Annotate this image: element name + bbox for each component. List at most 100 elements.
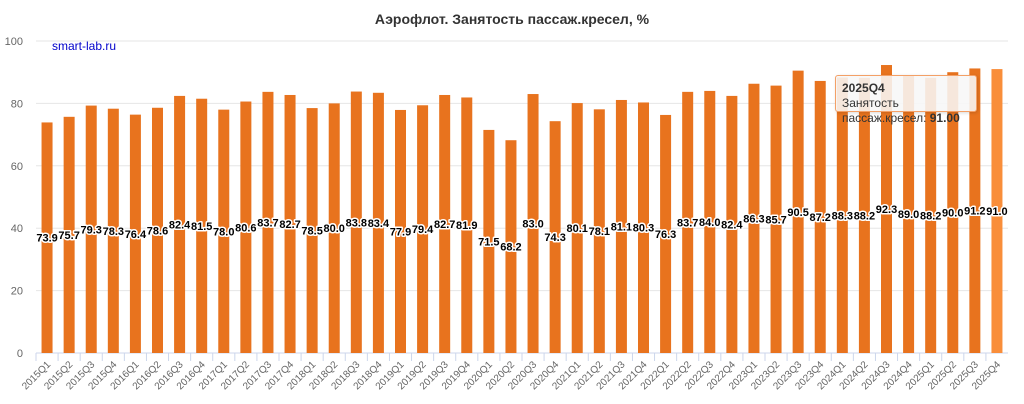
- bar[interactable]: [63, 116, 75, 353]
- data-label: 80.6: [235, 222, 256, 234]
- data-label: 81.1: [611, 221, 632, 233]
- bar[interactable]: [218, 109, 230, 353]
- bar[interactable]: [417, 105, 429, 353]
- tooltip-category: 2025Q4: [842, 81, 885, 95]
- data-label: 82.7: [279, 219, 300, 231]
- bar[interactable]: [549, 121, 561, 354]
- data-label: 79.3: [81, 224, 102, 236]
- data-label: 84.0: [699, 217, 720, 229]
- data-label: 91.2: [964, 206, 985, 218]
- data-label: 83.7: [257, 217, 278, 229]
- data-label: 90.5: [787, 207, 808, 219]
- data-label: 86.3: [743, 213, 764, 225]
- bar[interactable]: [836, 77, 848, 353]
- bar[interactable]: [814, 80, 826, 353]
- data-label: 77.9: [390, 226, 411, 238]
- bar[interactable]: [991, 69, 1003, 353]
- data-label: 88.2: [920, 210, 941, 222]
- bar[interactable]: [881, 65, 892, 354]
- bar[interactable]: [284, 94, 296, 353]
- data-label: 82.7: [434, 219, 455, 231]
- bar[interactable]: [152, 107, 163, 353]
- y-tick-label: 40: [11, 223, 23, 235]
- data-label: 76.4: [125, 229, 147, 241]
- data-label: 82.4: [169, 219, 191, 231]
- data-label: 80.0: [324, 223, 345, 235]
- bar[interactable]: [704, 90, 716, 354]
- data-label: 83.0: [522, 219, 543, 231]
- bar[interactable]: [129, 114, 141, 354]
- bar[interactable]: [925, 77, 937, 353]
- bar[interactable]: [682, 91, 694, 353]
- data-label: 81.5: [191, 221, 212, 233]
- tooltip-label: Занятость пассаж.кресел:: [842, 96, 930, 125]
- bar[interactable]: [372, 92, 384, 354]
- data-label: 78.6: [147, 225, 168, 237]
- data-label: 87.2: [810, 212, 831, 224]
- data-label: 78.5: [301, 226, 322, 238]
- data-label: 92.3: [876, 204, 897, 216]
- y-tick-label: 60: [11, 161, 23, 173]
- bar[interactable]: [196, 98, 208, 353]
- data-label: 81.9: [456, 220, 477, 232]
- y-tick-label: 20: [11, 286, 23, 298]
- bar[interactable]: [461, 97, 473, 353]
- data-label: 78.0: [213, 226, 234, 238]
- bar[interactable]: [638, 102, 649, 354]
- data-label: 76.3: [655, 229, 676, 241]
- bar[interactable]: [947, 72, 959, 353]
- bar[interactable]: [41, 122, 53, 353]
- data-label: 80.1: [567, 223, 588, 235]
- data-label: 74.3: [544, 232, 565, 244]
- data-label: 68.2: [500, 242, 521, 254]
- y-tick-label: 0: [17, 348, 23, 360]
- bar[interactable]: [726, 95, 738, 354]
- bar[interactable]: [969, 68, 981, 354]
- bar[interactable]: [328, 103, 340, 354]
- tooltip: 2025Q4 Занятость пассаж.кресел: 91.00: [835, 75, 977, 125]
- bar[interactable]: [439, 94, 451, 353]
- data-label: 79.4: [412, 224, 434, 236]
- data-label: 91.0: [986, 206, 1007, 218]
- bar[interactable]: [571, 103, 583, 353]
- bar[interactable]: [903, 75, 915, 353]
- tooltip-value: 91.00: [929, 111, 960, 125]
- data-label: 73.9: [36, 233, 57, 245]
- bar[interactable]: [350, 91, 362, 353]
- bar[interactable]: [107, 108, 119, 353]
- bar[interactable]: [660, 114, 672, 353]
- bar[interactable]: [306, 108, 318, 353]
- bar[interactable]: [395, 109, 406, 354]
- data-label: 78.1: [589, 226, 610, 238]
- chart-title: Аэрофлот. Занятость пассаж.кресел, %: [375, 11, 650, 27]
- bar[interactable]: [483, 129, 495, 353]
- data-label: 80.3: [633, 223, 654, 235]
- bar[interactable]: [593, 109, 605, 353]
- data-label: 83.4: [368, 218, 390, 230]
- data-label: 90.0: [942, 208, 963, 220]
- bar[interactable]: [858, 77, 870, 353]
- y-tick-label: 100: [5, 36, 23, 48]
- bar[interactable]: [748, 83, 760, 353]
- data-label: 78.3: [103, 226, 124, 238]
- bar[interactable]: [262, 91, 274, 353]
- bar[interactable]: [174, 95, 186, 354]
- bar[interactable]: [240, 101, 252, 353]
- data-label: 82.4: [721, 219, 743, 231]
- bar[interactable]: [527, 94, 539, 353]
- bar[interactable]: [505, 140, 517, 353]
- data-label: 83.8: [346, 217, 367, 229]
- data-label: 89.0: [898, 209, 919, 221]
- credit-link[interactable]: smart-lab.ru: [52, 39, 117, 53]
- y-tick-label: 80: [11, 98, 23, 110]
- data-label: 83.7: [677, 217, 698, 229]
- bar[interactable]: [792, 70, 804, 353]
- data-label: 75.7: [58, 230, 79, 242]
- data-label: 71.5: [478, 236, 499, 248]
- data-label: 88.3: [832, 210, 853, 222]
- bar[interactable]: [615, 99, 627, 353]
- bar[interactable]: [85, 105, 97, 353]
- bar[interactable]: [770, 85, 782, 353]
- data-label: 88.2: [854, 210, 875, 222]
